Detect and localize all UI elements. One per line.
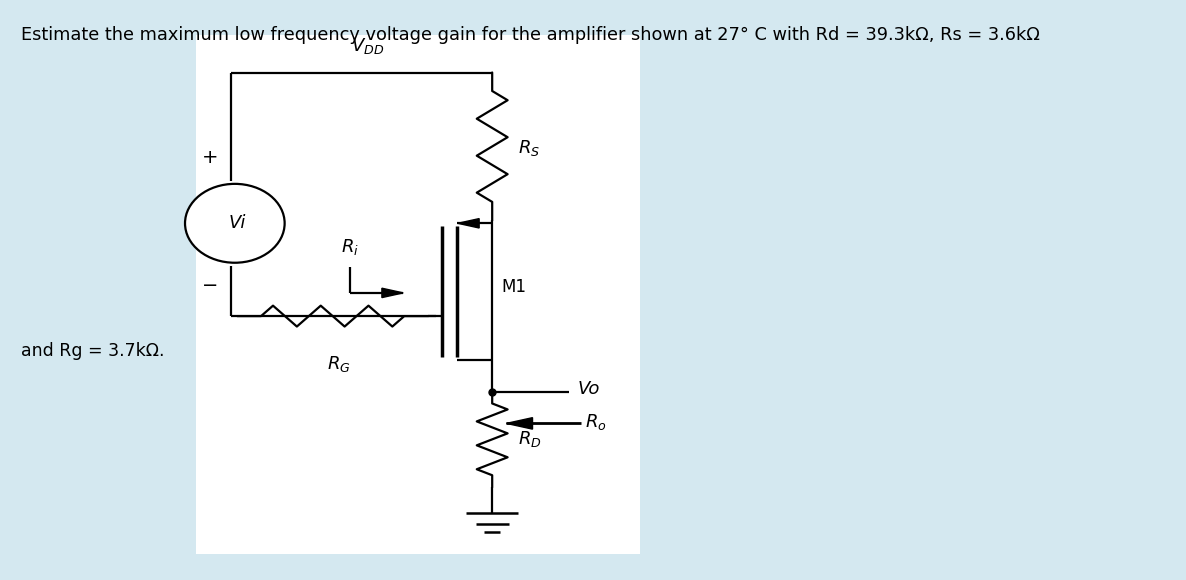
Polygon shape [458, 219, 479, 228]
Polygon shape [382, 288, 403, 298]
Text: $R_S$: $R_S$ [518, 138, 541, 158]
Text: Estimate the maximum low frequency voltage gain for the amplifier shown at 27° C: Estimate the maximum low frequency volta… [21, 26, 1040, 44]
Text: $V_{DD}$: $V_{DD}$ [351, 37, 384, 56]
Polygon shape [506, 418, 533, 429]
Text: $R_G$: $R_G$ [327, 354, 350, 374]
Text: $R_o$: $R_o$ [585, 412, 606, 432]
Text: and Rg = 3.7kΩ.: and Rg = 3.7kΩ. [21, 342, 165, 360]
Text: M1: M1 [502, 278, 527, 296]
Ellipse shape [185, 184, 285, 263]
Text: Vo: Vo [578, 379, 600, 398]
Bar [196, 35, 640, 554]
Text: −: − [202, 277, 218, 295]
Text: Vi: Vi [229, 214, 246, 233]
Text: $R_D$: $R_D$ [518, 429, 542, 450]
Text: +: + [202, 148, 218, 167]
Text: $R_i$: $R_i$ [340, 237, 359, 257]
